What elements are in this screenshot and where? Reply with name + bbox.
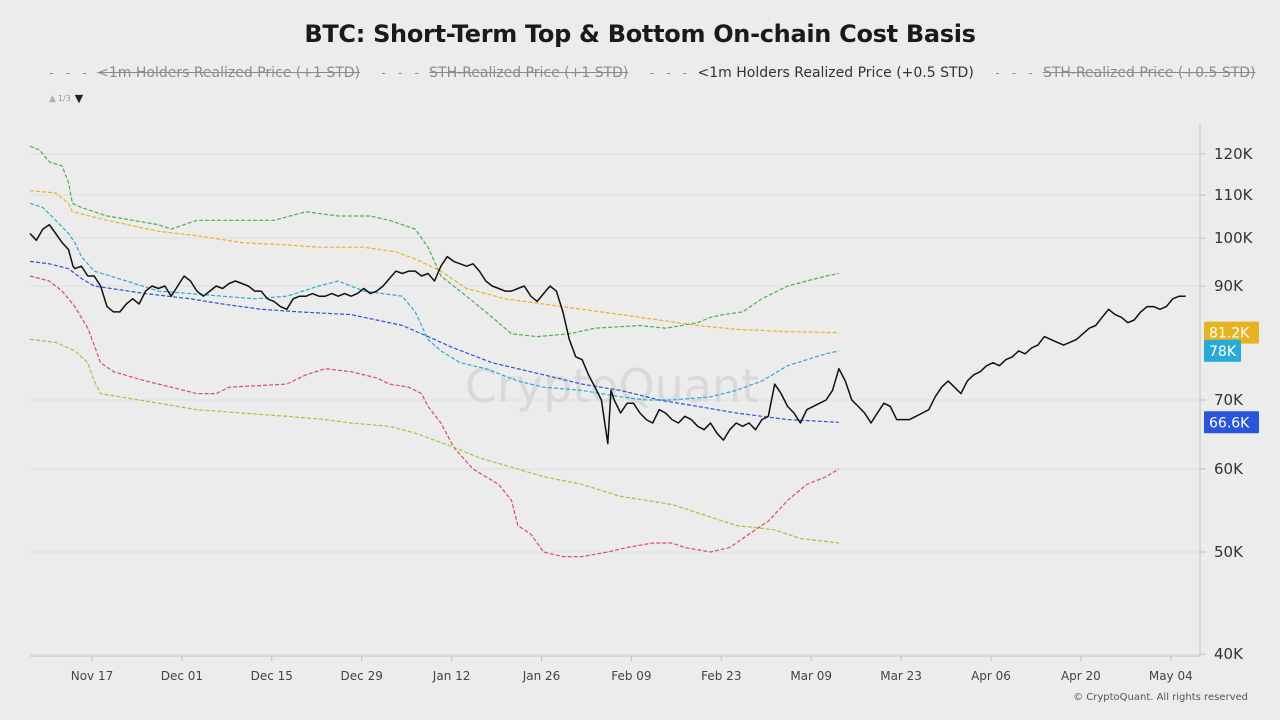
last-value-badge-label: 66.6K: [1209, 415, 1250, 431]
x-tick-label: Nov 17: [71, 669, 114, 683]
legend-label: <1m Holders Realized Price (+1 STD): [97, 65, 361, 81]
last-value-badge: [1204, 411, 1259, 434]
series-line: [29, 275, 840, 558]
y-tick-label: 70K: [1214, 391, 1244, 409]
legend-label: STH-Realized Price (+1 STD): [429, 65, 629, 81]
x-tick-label: Feb 09: [611, 669, 651, 683]
series-line: [29, 202, 840, 401]
x-tick-label: Jan 26: [522, 669, 561, 683]
y-tick-label: 120K: [1214, 145, 1254, 163]
dashed-line-icon: - - -: [648, 66, 690, 80]
series-line: [29, 260, 839, 423]
y-tick-label: 40K: [1214, 645, 1244, 663]
legend-page-down-icon[interactable]: ▼: [74, 92, 84, 105]
legend-item-sth-05std[interactable]: - - - STH-Realized Price (+0.5 STD): [994, 65, 1256, 81]
last-value-badge-label: 78K: [1209, 344, 1237, 360]
x-tick-label: May 04: [1149, 669, 1193, 683]
copyright-notice: © CryptoQuant. All rights reserved: [1073, 692, 1248, 703]
series-line: [29, 145, 840, 338]
last-value-badge: [1204, 339, 1241, 362]
legend-item-1m-holders-1std[interactable]: - - - <1m Holders Realized Price (+1 STD…: [48, 65, 360, 81]
y-tick-label: 50K: [1214, 543, 1244, 561]
series-line: [29, 190, 839, 334]
x-tick-label: Dec 15: [251, 669, 293, 683]
chart-title: BTC: Short-Term Top & Bottom On-chain Co…: [304, 20, 976, 48]
legend-page-indicator: 1/3: [57, 94, 71, 103]
last-value-badge: [1204, 321, 1259, 344]
x-tick-label: Apr 20: [1061, 669, 1101, 683]
last-value-badge-label: 81.2K: [1209, 326, 1250, 342]
y-tick-label: 90K: [1214, 277, 1244, 295]
x-tick-label: Mar 09: [790, 669, 832, 683]
y-tick-label: 110K: [1214, 186, 1254, 204]
x-tick-label: Feb 23: [701, 669, 741, 683]
legend: - - - <1m Holders Realized Price (+1 STD…: [48, 63, 1276, 83]
x-tick-label: Mar 23: [880, 669, 922, 683]
x-tick-label: Dec 01: [161, 669, 203, 683]
dashed-line-icon: - - -: [993, 66, 1035, 80]
x-tick-label: Dec 29: [341, 669, 383, 683]
legend-label: STH-Realized Price (+0.5 STD): [1042, 65, 1256, 81]
watermark: CryptoQuant: [465, 359, 759, 413]
dashed-line-icon: - - -: [48, 66, 90, 80]
legend-pager: ▲ 1/3 ▼: [49, 92, 83, 105]
x-tick-label: Apr 06: [971, 669, 1011, 683]
x-tick-label: Jan 12: [432, 669, 471, 683]
y-tick-label: 100K: [1214, 229, 1254, 247]
legend-item-1m-holders-05std[interactable]: - - - <1m Holders Realized Price (+0.5 S…: [648, 65, 973, 81]
legend-page-up-icon[interactable]: ▲: [49, 93, 56, 104]
y-tick-label: 60K: [1214, 460, 1244, 478]
legend-label: <1m Holders Realized Price (+0.5 STD): [697, 65, 974, 81]
dashed-line-icon: - - -: [380, 66, 422, 80]
series-line: [29, 338, 839, 544]
series-line-btc-price: [29, 223, 1186, 445]
legend-item-sth-1std[interactable]: - - - STH-Realized Price (+1 STD): [380, 65, 628, 81]
